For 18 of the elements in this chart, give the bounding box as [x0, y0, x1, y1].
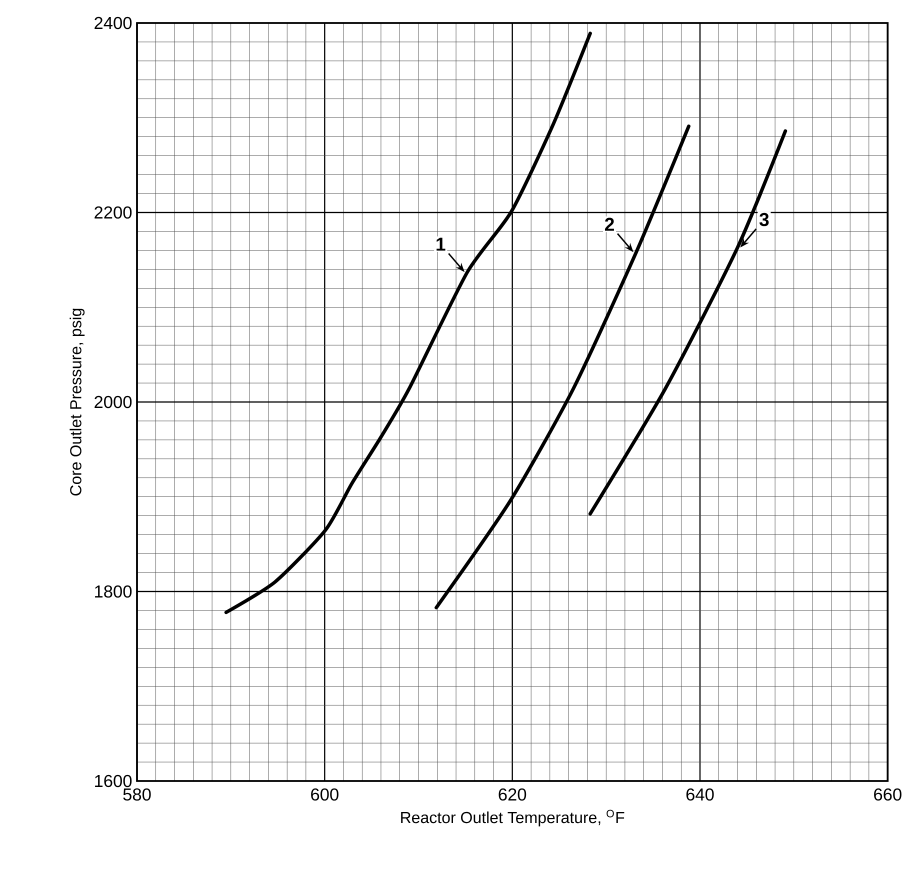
x-tick-label: 600 [311, 788, 338, 801]
y-tick-label: 2000 [94, 396, 132, 408]
line-series [224, 32, 592, 614]
series-label: 1 [436, 238, 446, 251]
y-tick-label: 2200 [94, 206, 132, 219]
y-tick-label: 1800 [95, 585, 132, 598]
x-tick-label: 660 [874, 788, 902, 801]
x-tick-label: 620 [498, 788, 526, 801]
line-series [434, 124, 690, 610]
series-label: 2 [604, 218, 614, 231]
x-tick-label: 580 [123, 788, 151, 801]
series-label: 3 [759, 212, 769, 226]
x-axis-title: Reactor Outlet Temperature, $^{O}$F [401, 810, 624, 826]
y-tick-label: 1600 [95, 774, 132, 788]
y-tick-label: 2400 [94, 16, 132, 30]
line-series [588, 129, 788, 516]
x-tick-label: 640 [686, 788, 714, 801]
y-axis-title: Core Outlet Pressure, psig [70, 308, 85, 496]
